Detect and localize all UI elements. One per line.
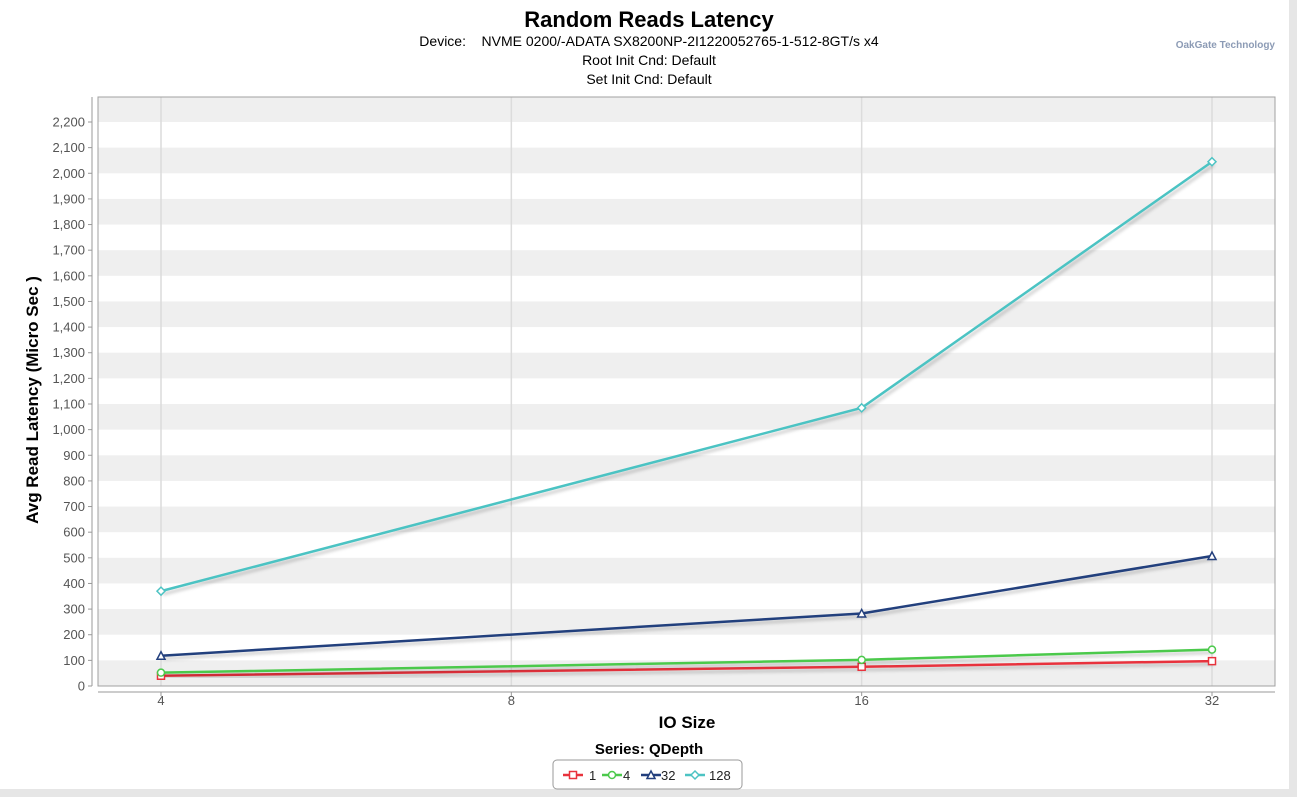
y-tick-label: 1,600 (52, 268, 85, 283)
y-tick-label: 800 (63, 473, 85, 488)
x-tick-label: 16 (854, 693, 868, 708)
legend-label: 1 (589, 768, 596, 783)
y-tick-label: 0 (78, 679, 85, 694)
y-tick-label: 2,200 (52, 115, 85, 130)
y-tick-label: 500 (63, 550, 85, 565)
brand-logo-text: OakGate Technology (1176, 40, 1276, 51)
x-tick-label: 8 (508, 693, 515, 708)
chart-subtitle-root-init: Root Init Cnd: Default (582, 52, 716, 68)
y-axis-label: Avg Read Latency (Micro Sec ) (23, 276, 42, 524)
y-tick-label: 1,100 (52, 397, 85, 412)
series-layer (155, 156, 1218, 680)
legend-marker (607, 770, 617, 780)
plot-stripe (98, 506, 1275, 533)
plot-stripe (98, 352, 1275, 379)
plot-stripe (98, 455, 1275, 481)
y-axis-ticks: 0 100 200 300 400 500 600 700 800 900 1,000 1,100 1,… (52, 115, 92, 694)
data-point-32 (1206, 550, 1218, 561)
y-tick-label: 1,900 (52, 191, 85, 206)
legend-marker (568, 770, 578, 780)
y-tick-label: 600 (63, 525, 85, 540)
y-tick-label: 1,400 (52, 320, 85, 335)
legend-label: 32 (661, 768, 675, 783)
legend-marker (645, 769, 657, 780)
legend: 1 4 32 128 (552, 759, 743, 790)
plot-stripe (98, 557, 1275, 584)
plot-stripe (98, 198, 1275, 225)
y-tick-label: 1,700 (52, 243, 85, 258)
plot-stripe (98, 301, 1275, 328)
x-axis-ticks: 4 8 16 32 (157, 692, 1219, 708)
y-tick-label: 400 (63, 576, 85, 591)
grid-lines (160, 97, 1213, 686)
legend-item-32: 32 (641, 768, 675, 783)
legend-item-1: 1 (563, 768, 596, 783)
plot-stripe (98, 250, 1275, 276)
y-tick-label: 1,000 (52, 422, 85, 437)
y-tick-label: 300 (63, 602, 85, 617)
y-tick-label: 700 (63, 499, 85, 514)
legend-label: 4 (623, 768, 630, 783)
series-128 (155, 156, 1218, 597)
data-point-32 (856, 607, 867, 618)
y-tick-label: 100 (63, 653, 85, 668)
plot-stripe (98, 147, 1275, 174)
data-point-128 (856, 402, 867, 413)
plot-area (98, 97, 1275, 686)
data-point-32 (155, 650, 167, 660)
plot-stripe (98, 97, 1275, 122)
series-4 (156, 645, 1217, 677)
legend-title: Series: QDepth (595, 741, 703, 758)
y-tick-label: 1,500 (52, 294, 85, 309)
y-tick-label: 200 (63, 627, 85, 642)
y-tick-label: 2,100 (52, 140, 85, 155)
legend-marker (689, 769, 701, 781)
data-point-4 (857, 655, 866, 665)
data-point-128 (1206, 156, 1218, 167)
plot-background (98, 97, 1275, 686)
plot-stripe (98, 404, 1275, 430)
chart-subtitle-set-init: Set Init Cnd: Default (586, 71, 711, 87)
chart-title: Random Reads Latency (524, 7, 774, 32)
legend-label: 128 (709, 768, 731, 783)
legend-item-128: 128 (685, 768, 731, 783)
y-tick-label: 900 (63, 448, 85, 463)
legend-item-4: 4 (602, 768, 630, 783)
data-point-1 (857, 662, 866, 672)
data-point-4 (1207, 645, 1217, 654)
plot-border (97, 96, 1276, 687)
chart-subtitle-device: Device: NVME 0200/-ADATA SX8200NP-2I1220… (419, 33, 879, 49)
data-point-4 (156, 668, 166, 677)
x-tick-label: 4 (157, 693, 164, 708)
x-axis-label: IO Size (659, 713, 716, 732)
data-point-1 (1207, 656, 1217, 666)
y-tick-label: 1,200 (52, 371, 85, 386)
y-tick-label: 2,000 (52, 166, 85, 181)
plot-stripe (98, 609, 1275, 635)
data-point-128 (155, 586, 167, 597)
series-32 (155, 550, 1218, 660)
x-tick-label: 32 (1205, 693, 1219, 708)
axes (91, 96, 1276, 693)
y-tick-label: 1,300 (52, 345, 85, 360)
y-tick-label: 1,800 (52, 217, 85, 232)
